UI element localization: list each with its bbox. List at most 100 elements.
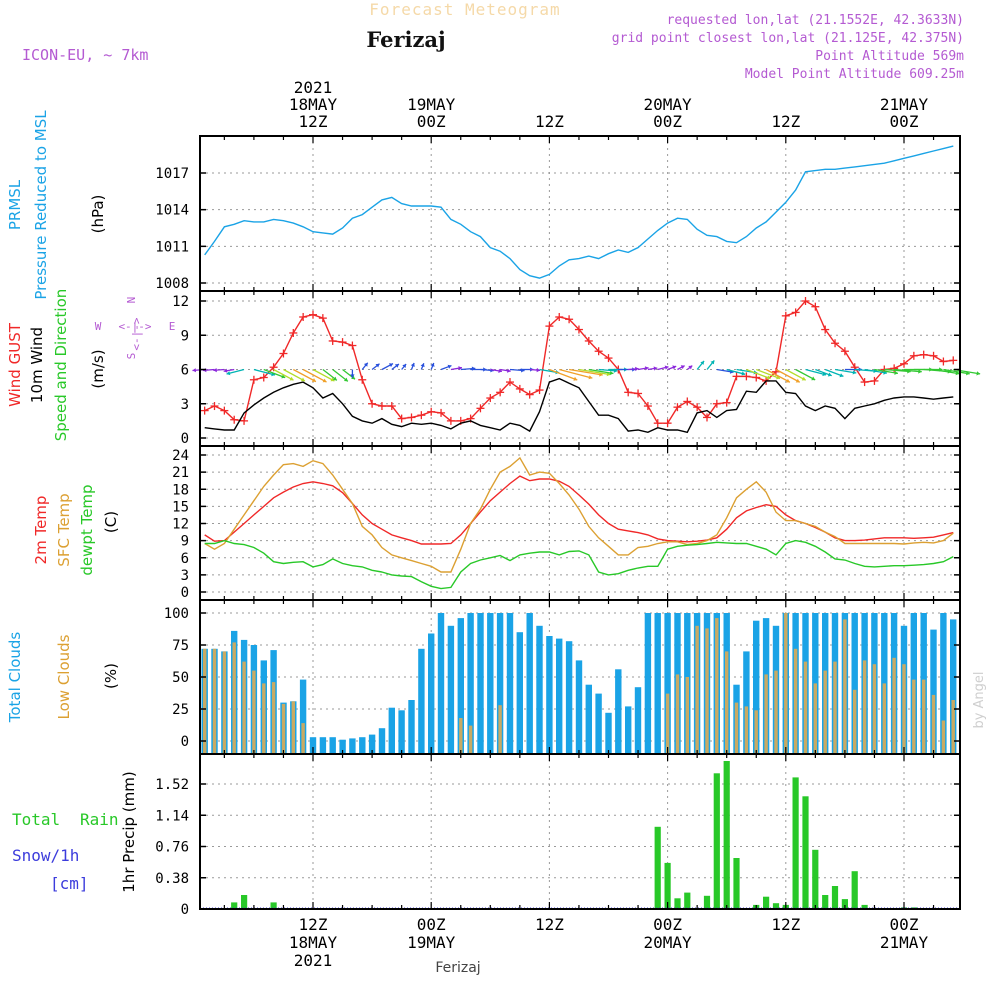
x-label-date-top: 20MAY <box>644 95 693 114</box>
model-name: ICON-EU, ~ 7km <box>22 46 148 64</box>
total-cloud-bar <box>654 613 661 753</box>
x-label-hour-top: 00Z <box>653 112 682 131</box>
wind-arrow-shaft <box>894 368 922 373</box>
wind-arrow-shaft <box>884 368 911 373</box>
total-cloud-bar <box>378 728 386 753</box>
low-cloud-bar <box>951 700 955 753</box>
label-10m-wind: 10m Wind <box>28 327 46 403</box>
gust-marker <box>860 378 869 387</box>
total-cloud-bar <box>349 738 356 753</box>
gust-marker <box>703 413 711 422</box>
wind-arrow-shaft <box>263 368 286 379</box>
model-altitude: Model Point Altitude 609.25m <box>745 67 964 82</box>
wind-arrow <box>824 368 844 378</box>
wind-arrow <box>677 365 685 371</box>
wind-arrow <box>785 368 807 381</box>
wind-arrow <box>894 368 922 374</box>
low-cloud-bar <box>843 619 847 753</box>
wind-arrow-head <box>852 370 857 375</box>
rain-bar <box>831 886 839 908</box>
gust-marker <box>634 389 643 398</box>
label-ms: (m/s) <box>89 349 107 388</box>
y-tick-label: 1.52 <box>155 777 189 793</box>
total-cloud-bar <box>506 613 514 753</box>
wind-arrow-head <box>741 371 746 376</box>
y-tick-label: 1.14 <box>155 808 189 824</box>
wind-arrow <box>815 368 832 377</box>
wind-arrow <box>529 367 541 373</box>
wind-arrow-head <box>776 375 780 380</box>
wind-arrow <box>874 368 899 375</box>
gust-marker <box>358 375 367 384</box>
data-layer <box>192 145 981 909</box>
total-cloud-bar <box>585 684 592 753</box>
wind-arrow <box>381 362 394 371</box>
wind-arrow-head <box>688 365 693 370</box>
gust-marker <box>722 398 731 407</box>
wind-arrow-shaft <box>273 368 294 381</box>
low-cloud-bar <box>222 651 227 753</box>
wind-arrow-head <box>389 363 394 368</box>
low-cloud-bar <box>754 710 758 753</box>
wind-arrow-head <box>458 366 462 371</box>
gust-marker <box>752 373 761 382</box>
total-cloud-bar <box>299 679 307 753</box>
gust-marker <box>368 399 377 408</box>
wind-arrow <box>361 362 369 370</box>
x-label-hour-bottom: 00Z <box>417 915 446 934</box>
wind-arrow-head <box>710 360 715 365</box>
x-label-hour-bottom: 12Z <box>299 915 328 934</box>
low-cloud-bar <box>882 683 886 753</box>
gust-marker <box>328 336 337 345</box>
gust-marker <box>673 403 682 412</box>
x-label-hour-bottom: 00Z <box>890 915 919 934</box>
gust-marker <box>417 411 426 420</box>
wind-arrow-head <box>609 370 614 376</box>
y-tick-label: 25 <box>172 702 189 718</box>
wind-arrow-head <box>410 362 415 367</box>
rain-bar <box>772 903 780 908</box>
y-tick-label: 1017 <box>155 166 189 182</box>
wind-arrow-shaft <box>795 368 816 381</box>
wind-arrow <box>490 368 503 373</box>
point-altitude: Point Altitude 569m <box>815 49 964 64</box>
gust-marker <box>584 336 593 345</box>
label-wind-gust: Wind GUST <box>6 322 24 407</box>
wind-arrow-head <box>289 376 294 381</box>
wind-arrow <box>410 362 415 370</box>
wind-arrow <box>765 368 791 383</box>
gust-marker <box>604 354 613 363</box>
wind-arrow <box>322 368 338 381</box>
gust-marker <box>919 350 928 359</box>
label-cm: [cm] <box>50 874 89 893</box>
gust-marker <box>220 406 229 415</box>
wind-arrow-head <box>332 376 337 381</box>
wind-arrow-shaft <box>588 368 614 375</box>
wind-arrow-shaft <box>549 368 578 381</box>
rain-bar <box>713 773 720 908</box>
wind-arrow <box>500 368 511 373</box>
low-cloud-bar <box>252 670 256 753</box>
y-tick-label: 6 <box>181 551 189 567</box>
total-cloud-bar <box>940 613 947 753</box>
wind-arrow-head <box>785 378 790 383</box>
gust-marker <box>781 311 790 320</box>
gust-marker <box>476 404 485 413</box>
wind-arrow <box>667 365 677 371</box>
low-cloud-bar <box>931 694 936 753</box>
gust-marker <box>249 375 258 384</box>
rain-bar <box>822 895 829 908</box>
gust-line <box>204 300 954 424</box>
low-cloud-bar <box>823 670 827 753</box>
low-cloud-bar <box>498 705 502 753</box>
wind-arrow <box>657 365 669 371</box>
y-tick-label: 0 <box>181 734 189 750</box>
gust-marker <box>427 407 436 416</box>
wind-arrow-head <box>894 370 898 375</box>
gust-marker <box>890 364 899 373</box>
label-2m-temp: 2m Temp <box>32 496 50 565</box>
rain-bar <box>861 904 868 908</box>
rain-bar <box>231 902 238 908</box>
wind-arrow-head <box>801 376 806 381</box>
low-cloud-bar <box>232 642 236 753</box>
